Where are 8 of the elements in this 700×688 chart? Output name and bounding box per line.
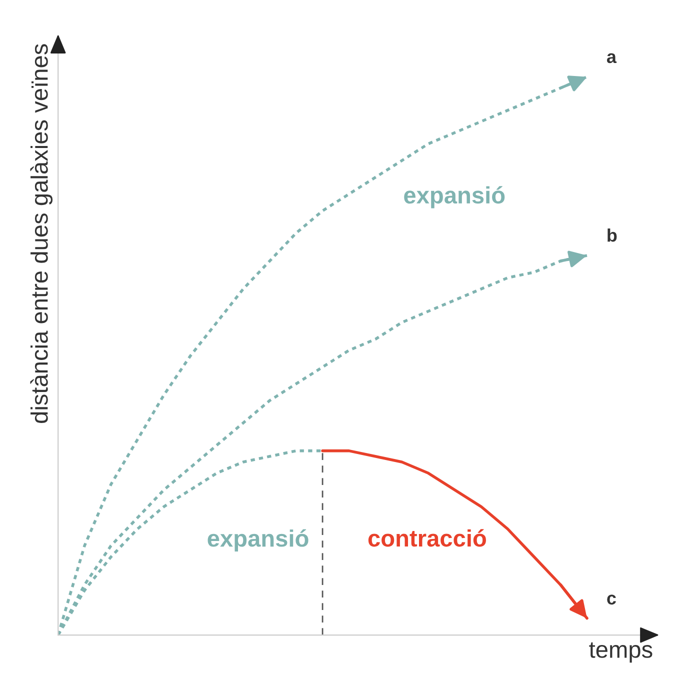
y-axis-title: distància entre dues galàxies veïnes [30,44,53,423]
legend-label: c [607,594,616,605]
series-label: a [606,53,617,64]
series-label: b [608,228,617,242]
annotation: expansió [208,529,308,552]
annotation: contracció [368,529,486,547]
annotation: expansió [404,186,505,208]
x-axis-title: temps [589,642,652,663]
